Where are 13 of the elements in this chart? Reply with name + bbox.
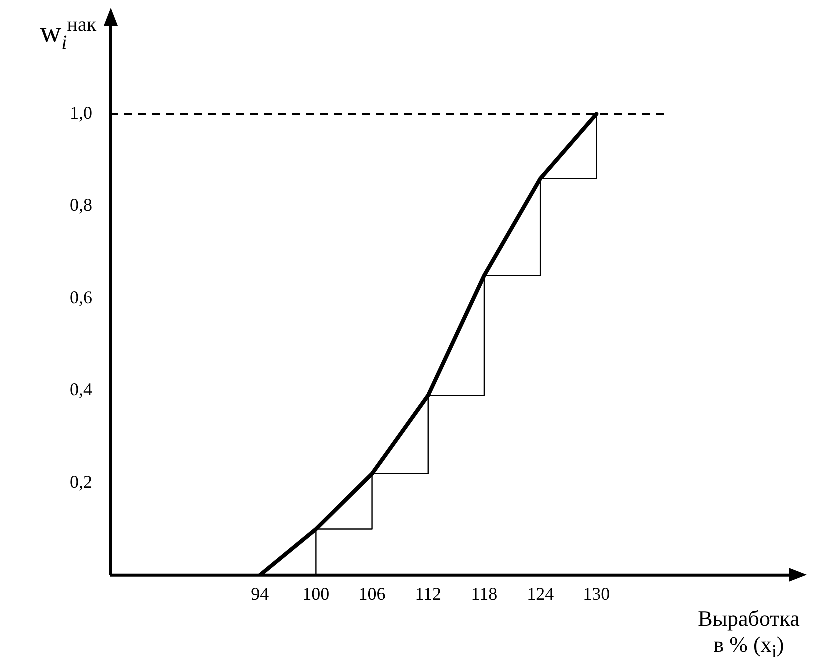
x-tick-label: 94 (251, 584, 270, 604)
y-tick-label: 0,2 (70, 472, 92, 492)
y-tick-label: 0,4 (70, 380, 92, 400)
x-tick-label: 124 (527, 584, 554, 604)
x-tick-label: 106 (358, 584, 386, 604)
x-tick-label: 100 (302, 584, 330, 604)
y-tick-label: 0,8 (70, 195, 92, 216)
x-tick-label: 112 (415, 584, 442, 604)
x-tick-label: 118 (471, 584, 498, 604)
x-axis-title: Выработка в % (x$_{i}$) (697, 606, 801, 664)
x-tick-label: 130 (583, 584, 610, 604)
y-tick-label: 1,0 (70, 102, 92, 123)
y-tick-label: 0,6 (70, 287, 92, 308)
